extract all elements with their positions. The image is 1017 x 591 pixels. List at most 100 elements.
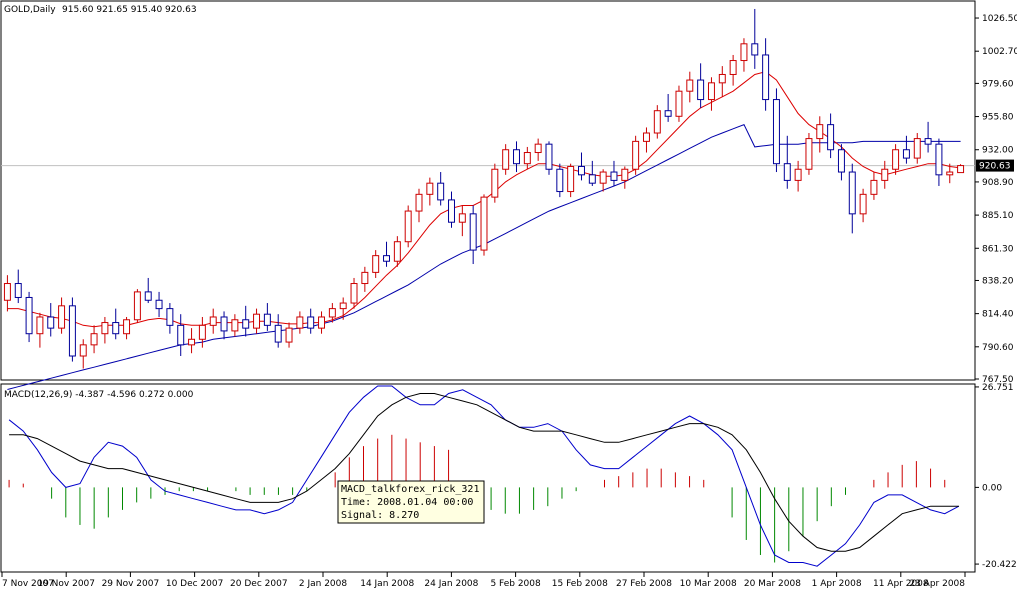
time-tick-label: 10 Mar 2008	[680, 579, 737, 589]
candle-body	[25, 296, 33, 335]
candle	[859, 188, 867, 223]
candle	[545, 141, 553, 175]
candle	[881, 160, 889, 189]
candle	[448, 191, 455, 228]
candle-body	[383, 255, 390, 262]
time-tick-label: 5 Feb 2008	[490, 579, 541, 589]
candle	[675, 85, 683, 122]
time-tick-label: 29 Nov 2007	[102, 579, 160, 589]
time-tick-label: 15 Feb 2008	[552, 579, 608, 589]
candle	[513, 141, 520, 173]
candle	[144, 277, 152, 304]
time-tick-label: 20 Dec 2007	[230, 579, 288, 589]
macd-panel-frame[interactable]	[0, 383, 976, 573]
candle-body	[231, 319, 239, 332]
candle	[393, 236, 401, 267]
candle-body	[567, 165, 575, 193]
candle-body	[545, 143, 553, 170]
candle	[718, 66, 726, 97]
price-panel-frame[interactable]	[0, 0, 976, 381]
candle	[350, 277, 358, 309]
time-tick-label: 24 Jan 2008	[424, 579, 478, 589]
candle	[112, 308, 120, 340]
candle	[318, 311, 326, 334]
candle-body	[58, 305, 66, 329]
candle-body	[523, 152, 531, 165]
candle	[762, 38, 770, 111]
candle-body	[913, 138, 921, 159]
candle-body	[902, 149, 910, 159]
candle-body	[253, 313, 261, 329]
candle-body	[101, 322, 109, 335]
candle-body	[924, 138, 932, 145]
candle-body	[794, 168, 802, 181]
candle-body	[783, 163, 791, 181]
tooltip-line-2: Time: 2008.01.04 00:00	[341, 497, 473, 508]
tooltip-line-3: Signal: 8.270	[341, 510, 419, 521]
candle	[848, 163, 856, 234]
macd-line	[8, 385, 960, 567]
candle	[285, 322, 293, 348]
candle-body	[469, 213, 477, 251]
candle-body	[372, 255, 380, 273]
candle	[155, 291, 163, 317]
candle-body	[491, 168, 499, 198]
time-tick-label: 2 Jan 2008	[299, 579, 347, 589]
macd-axis: 26.751 0.00 -20.422	[975, 383, 1017, 570]
candle-body	[740, 43, 748, 62]
candle-body	[112, 322, 120, 335]
tooltip: MACD_talkforex_rick_321 Time: 2008.01.04…	[337, 480, 485, 524]
candle	[383, 241, 390, 267]
candle	[220, 311, 228, 340]
candle	[599, 169, 607, 192]
candle-body	[274, 324, 282, 343]
time-tick-label: 19 Nov 2007	[37, 579, 95, 589]
candle-body	[155, 299, 163, 310]
time-tick-label: 27 Feb 2008	[616, 579, 672, 589]
candle-body	[718, 73, 726, 84]
candle	[502, 144, 510, 175]
candle-body	[144, 291, 152, 301]
candle-body	[513, 149, 520, 165]
candle-body	[675, 90, 683, 117]
candle	[188, 328, 196, 354]
candle	[328, 303, 336, 323]
candle-body	[556, 168, 564, 193]
tooltip-box	[337, 480, 485, 524]
time-tick-label: 1 Apr 2008	[812, 579, 862, 589]
symbol-label: GOLD,Daily	[4, 5, 56, 15]
candle-body	[870, 179, 878, 195]
candle-body	[285, 327, 293, 343]
candle	[491, 163, 499, 203]
candle	[404, 205, 412, 248]
candle-body	[188, 338, 196, 346]
candle	[567, 163, 575, 198]
candle	[642, 127, 650, 153]
candle	[653, 105, 661, 139]
time-tick-label: 11 Apr 2008	[873, 579, 929, 589]
candle	[480, 194, 488, 256]
candle-body	[426, 182, 434, 195]
candle-body	[957, 165, 965, 174]
candle-body	[166, 308, 174, 326]
candle-body	[632, 140, 640, 170]
price-tick-label: 861.30	[982, 244, 1014, 254]
price-tick-label: 979.60	[982, 79, 1014, 89]
candle-body	[827, 124, 835, 151]
price-tick-label: 767.50	[982, 375, 1014, 385]
candle	[870, 172, 878, 200]
candle	[902, 135, 910, 164]
candle-body	[664, 110, 672, 117]
candle-body	[458, 213, 466, 223]
price-tick-label: 790.60	[982, 343, 1014, 353]
price-tick-label: 908.90	[982, 178, 1014, 188]
candle	[372, 250, 380, 278]
candle-body	[892, 149, 900, 170]
candle	[426, 177, 434, 206]
candle	[3, 275, 11, 312]
price-tick-label: 1002.70	[982, 47, 1017, 57]
candle	[523, 146, 531, 170]
signal-line	[9, 393, 959, 552]
candle-body	[177, 324, 185, 346]
